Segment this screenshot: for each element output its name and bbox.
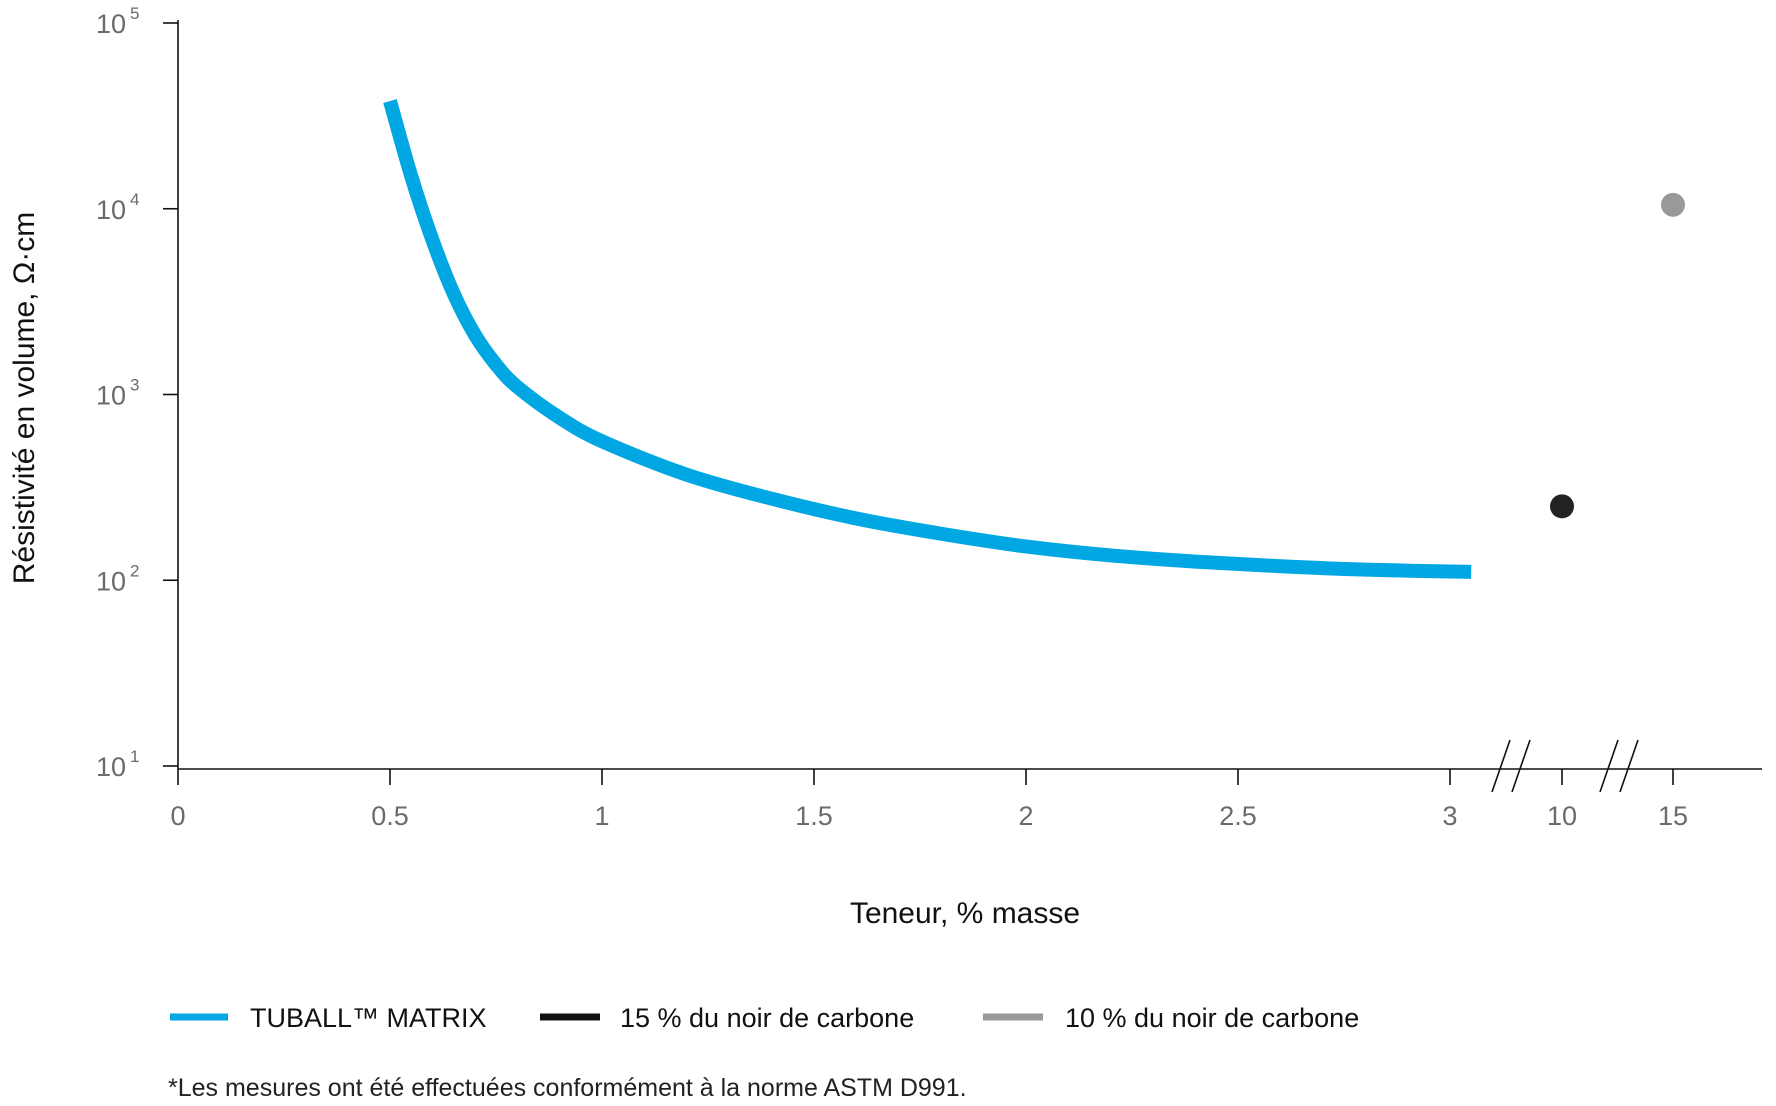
- axis-break-mark: [1619, 739, 1639, 793]
- y-tick-label: 10: [96, 381, 126, 411]
- y-tick-label-exponent: 2: [130, 561, 139, 580]
- x-tick-label: 10: [1547, 801, 1577, 831]
- legend-label-tuball: TUBALL™ MATRIX: [250, 1003, 487, 1033]
- x-tick-label: 2.5: [1219, 801, 1257, 831]
- y-tick-label: 10: [96, 752, 126, 782]
- y-tick-label-exponent: 5: [130, 4, 139, 23]
- data-point-series-1: [1550, 494, 1574, 519]
- x-tick-label: 2: [1018, 801, 1033, 831]
- data-point-series-2: [1661, 192, 1685, 217]
- axis-break-marks: [1491, 739, 1639, 793]
- legend: TUBALL™ MATRIX 15 % du noir de carbone 1…: [170, 1003, 1359, 1033]
- y-tick-label-exponent: 3: [130, 376, 139, 395]
- legend-label-10-carbon-black: 10 % du noir de carbone: [1065, 1003, 1359, 1033]
- x-tick-label: 0: [170, 801, 185, 831]
- legend-label-15-carbon-black: 15 % du noir de carbone: [620, 1003, 914, 1033]
- footnote: *Les mesures ont été effectuées conformé…: [168, 1074, 967, 1102]
- y-axis-title: Résistivité en volume, Ω·cm: [8, 212, 41, 585]
- x-tick-label: 1.5: [795, 801, 833, 831]
- axis-break-mark: [1511, 739, 1531, 793]
- x-axis-ticks: 0 0.5 1 1.5 2 2.5 3 10 15: [170, 769, 1688, 831]
- y-tick-label-exponent: 1: [130, 747, 139, 766]
- y-tick-label: 10: [96, 195, 126, 225]
- series-layer: [383, 99, 1685, 579]
- axis-break-mark: [1491, 739, 1511, 793]
- x-tick-label: 3: [1442, 801, 1457, 831]
- axis-break-mark: [1599, 739, 1619, 793]
- series-line-tuball: [383, 99, 1472, 579]
- x-tick-label: 15: [1658, 801, 1688, 831]
- y-tick-label: 10: [96, 9, 126, 39]
- x-tick-label: 1: [594, 801, 609, 831]
- y-tick-label: 10: [96, 566, 126, 596]
- x-axis-title: Teneur, % masse: [850, 897, 1080, 930]
- x-tick-label: 0.5: [371, 801, 409, 831]
- y-tick-label-exponent: 4: [130, 190, 139, 209]
